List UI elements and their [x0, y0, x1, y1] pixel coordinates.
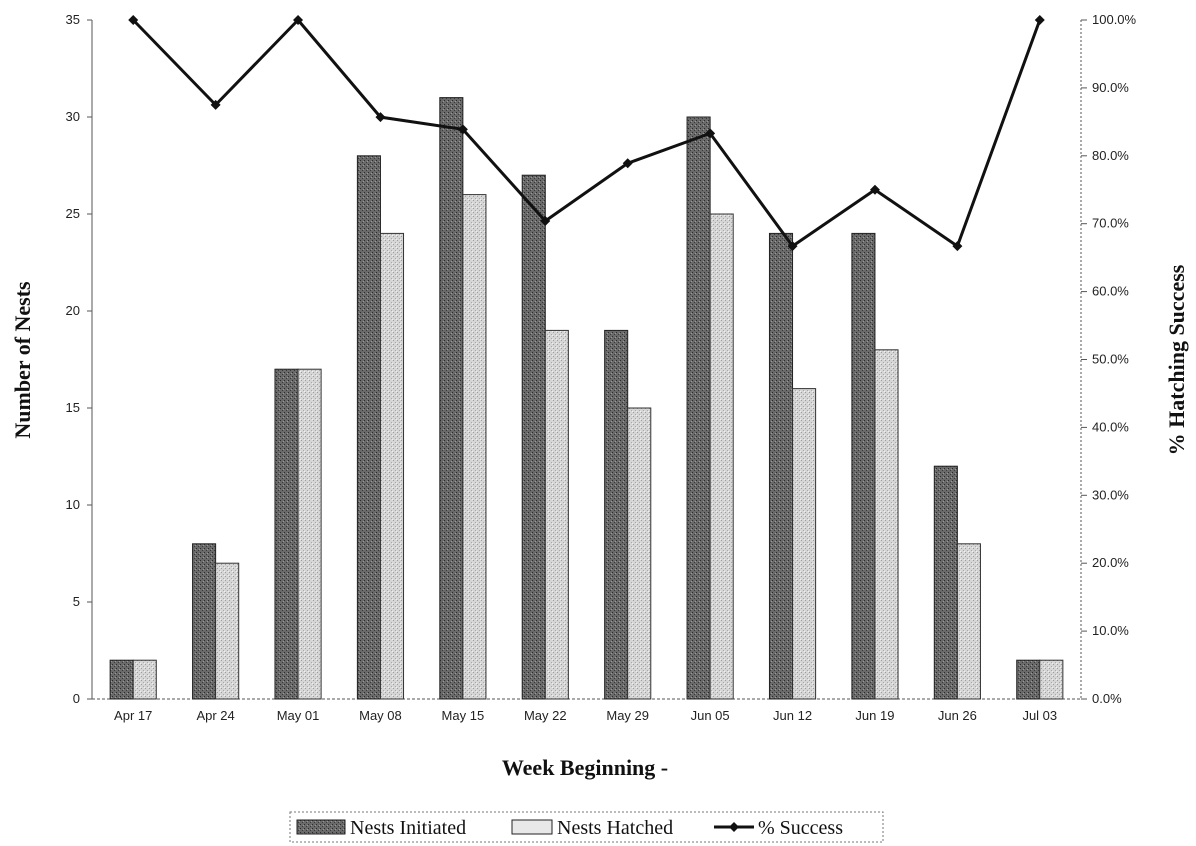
- line-success: [132, 18, 1042, 248]
- x-tick-label: Jul 03: [1022, 708, 1057, 723]
- bar-nests-hatched: [792, 388, 817, 700]
- marker-success: [705, 128, 716, 139]
- y-axis-title: Number of Nests: [10, 281, 35, 439]
- legend-label-hatched: Nests Hatched: [557, 817, 673, 839]
- marker-success: [869, 184, 880, 195]
- x-tick-label: Apr 17: [114, 708, 152, 723]
- marker-success: [622, 158, 633, 169]
- y2-tick-label: 60.0%: [1092, 284, 1129, 299]
- bar-nests-initiated: [274, 368, 299, 700]
- marker-success: [952, 241, 963, 252]
- bar-nests-hatched: [709, 213, 734, 700]
- y2-tick-label: 80.0%: [1092, 148, 1129, 163]
- marker-success: [210, 99, 221, 110]
- bar-nests-hatched: [956, 543, 981, 700]
- y2-tick-label: 0.0%: [1092, 691, 1122, 706]
- bar-nests-initiated: [851, 232, 876, 700]
- x-tick-label: Jun 05: [691, 708, 730, 723]
- y-tick-label: 10: [66, 497, 80, 512]
- bar-nests-hatched: [379, 232, 405, 700]
- y2-tick-label: 100.0%: [1092, 12, 1137, 27]
- bar-nests-hatched: [132, 659, 157, 700]
- x-tick-label: Jun 26: [938, 708, 977, 723]
- y2-tick-label: 90.0%: [1092, 80, 1129, 95]
- bar-nests-hatched: [1039, 659, 1064, 700]
- bar-nests-initiated: [768, 232, 794, 700]
- x-tick-label: May 22: [524, 708, 567, 723]
- success-line: [128, 15, 1045, 252]
- bar-nests-initiated: [686, 116, 711, 700]
- bar-nests-initiated: [109, 659, 134, 700]
- y2-tick-label: 70.0%: [1092, 216, 1129, 231]
- bars: [109, 97, 1064, 700]
- tick-labels: 0 5 10 15 20 25 30 35 0.0% 10.0% 20.0% 30.0% 40.0% 50…: [66, 12, 1137, 723]
- bar-nests-initiated: [1016, 659, 1041, 700]
- legend-box: [289, 811, 884, 843]
- x-tick-label: May 01: [277, 708, 320, 723]
- x-tick-label: May 15: [442, 708, 485, 723]
- marker-success: [1034, 15, 1045, 25]
- legend-label-initiated: Nests Initiated: [350, 817, 466, 839]
- marker-success: [128, 15, 139, 25]
- axes: [87, 19, 1087, 700]
- y-tick-label: 5: [73, 594, 80, 609]
- bar-nests-initiated: [933, 465, 958, 700]
- bar-nests-hatched: [874, 349, 899, 700]
- x-tick-label: Jun 19: [855, 708, 894, 723]
- bar-nests-initiated: [192, 543, 217, 700]
- bar-nests-hatched: [627, 407, 652, 700]
- legend-label-success: % Success: [758, 817, 843, 839]
- bar-nests-initiated: [521, 174, 546, 700]
- marker-success: [540, 215, 551, 226]
- y-tick-label: 0: [73, 691, 80, 706]
- y-tick-label: 30: [66, 109, 80, 124]
- marker-success: [293, 15, 304, 25]
- bar-nests-hatched: [462, 194, 487, 700]
- marker-success: [457, 124, 468, 135]
- legend-swatch-hatched: [511, 819, 553, 835]
- x-tick-label: May 29: [606, 708, 649, 723]
- x-tick-label: May 08: [359, 708, 402, 723]
- y2-axis-title: % Hatching Success: [1164, 264, 1189, 455]
- x-axis-title: Week Beginning -: [502, 755, 668, 780]
- y2-tick-label: 40.0%: [1092, 419, 1129, 434]
- x-tick-label: Apr 24: [196, 708, 234, 723]
- marker-success: [375, 112, 386, 123]
- legend: Nests Initiated Nests Hatched % Success: [289, 811, 884, 843]
- bar-nests-hatched: [544, 329, 569, 700]
- x-tick-label: Jun 12: [773, 708, 812, 723]
- legend-marker-success: [729, 822, 739, 832]
- y-tick-label: 15: [66, 400, 80, 415]
- bar-nests-hatched: [297, 368, 322, 700]
- bar-nests-initiated: [604, 329, 629, 700]
- y-tick-label: 20: [66, 303, 80, 318]
- y2-tick-label: 20.0%: [1092, 555, 1129, 570]
- bar-nests-hatched: [215, 562, 240, 700]
- marker-success: [787, 241, 798, 252]
- legend-swatch-initiated: [296, 819, 346, 835]
- bar-nests-initiated: [439, 97, 464, 700]
- y2-tick-label: 10.0%: [1092, 623, 1129, 638]
- y-tick-label: 25: [66, 206, 80, 221]
- bar-nests-initiated: [356, 155, 381, 700]
- y2-tick-label: 50.0%: [1092, 352, 1129, 367]
- y2-tick-label: 30.0%: [1092, 487, 1129, 502]
- y-tick-label: 35: [66, 12, 80, 27]
